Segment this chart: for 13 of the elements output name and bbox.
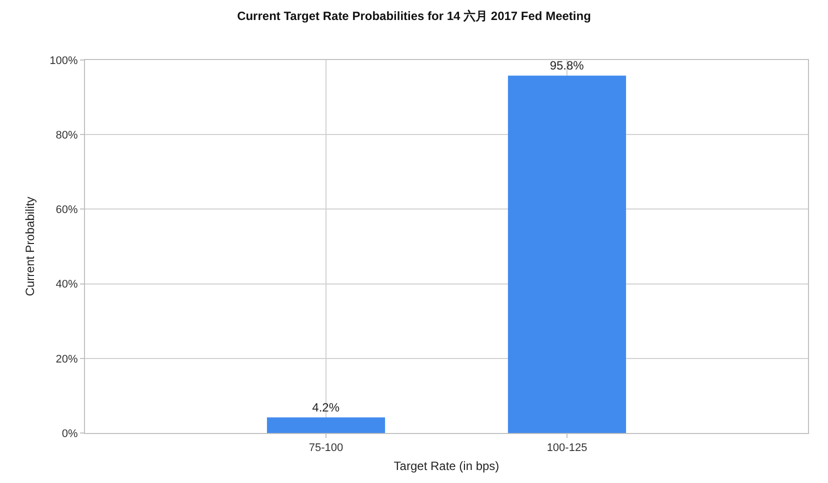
x-tick-label: 75-100 — [308, 442, 344, 454]
y-tick-label: 20% — [56, 353, 78, 366]
y-tick-label: 80% — [56, 129, 78, 142]
y-tick-label: 60% — [56, 204, 78, 216]
y-tick-label: 0% — [62, 428, 78, 440]
data-label: 4.2% — [312, 400, 340, 414]
chart-title: Current Target Rate Probabilities for 14 六月 2017 Fed Meeting — [237, 9, 591, 24]
y-axis-title: Current Probability — [22, 196, 37, 296]
y-tick-label: 100% — [50, 54, 78, 67]
y-tick-label: 40% — [56, 278, 78, 291]
x-tick-label: 100-125 — [546, 442, 588, 454]
data-label: 95.8% — [550, 58, 584, 73]
x-axis-title: Target Rate (in bps) — [394, 459, 500, 474]
